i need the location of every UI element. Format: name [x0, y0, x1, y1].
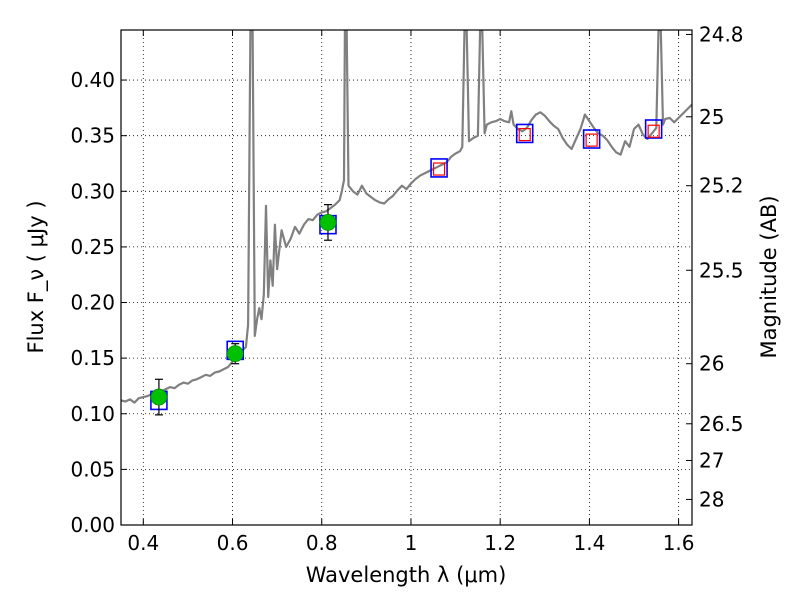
ticks: 0.4 0.6 0.8 1 1.2 1.4 1.6 0.00 0.05 0.10 0.15 0.20 0…: [70, 22, 743, 555]
y-tick-label: 0.15: [70, 346, 115, 370]
y-tick-label: 0.20: [70, 291, 115, 315]
model-box: [644, 119, 663, 139]
grid: [121, 30, 692, 526]
observed-point: [150, 388, 168, 406]
mag-tick-label: 28: [699, 487, 724, 511]
mag-tick-label: 27: [699, 448, 724, 472]
plot-frame: [120, 29, 693, 526]
mag-tick-label: 25.5: [699, 258, 744, 282]
x-tick-label: 1.6: [663, 531, 695, 555]
y-tick-label: 0.05: [70, 457, 115, 481]
x-tick-label: 1.4: [573, 531, 605, 555]
y-tick-label: 0.00: [70, 513, 115, 537]
upper-limit-marker: [585, 133, 598, 147]
mag-tick-label: 26: [699, 352, 724, 376]
mag-tick-label: 25.2: [699, 174, 744, 198]
x-axis-title: Wavelength λ (μm): [306, 563, 507, 587]
y-tick-label: 0.40: [70, 68, 115, 92]
template-spectrum-line: [121, 30, 692, 404]
model-box: [515, 123, 534, 144]
x-tick-label: 0.6: [217, 531, 249, 555]
y-tick-label: 0.25: [70, 235, 115, 259]
upper-limit-marker: [432, 162, 446, 176]
x-tick-label: 1.2: [484, 531, 516, 555]
marker-layer: [150, 119, 663, 416]
y-tick-label: 0.10: [70, 402, 115, 426]
y-tick-label: 0.35: [70, 124, 115, 148]
model-box: [582, 129, 601, 149]
upper-limit-marker: [647, 124, 660, 138]
x-tick-label: 1: [405, 531, 418, 555]
mag-tick-label: 26.5: [699, 412, 744, 436]
upper-limit-marker: [518, 127, 531, 142]
observed-point: [319, 214, 337, 231]
mag-tick-label: 25: [699, 105, 724, 129]
x-tick-label: 0.8: [306, 531, 338, 555]
y-tick-label: 0.30: [70, 179, 115, 203]
spectrum-layer: [121, 30, 692, 404]
model-box: [430, 158, 448, 178]
y-axis-title: Flux F_ν ( μJy ): [24, 200, 49, 353]
x-tick-label: 0.4: [127, 531, 159, 555]
y-axis-right-title: Magnitude (AB): [757, 195, 781, 358]
mag-tick-label: 24.8: [699, 22, 744, 46]
observed-point: [226, 345, 244, 363]
